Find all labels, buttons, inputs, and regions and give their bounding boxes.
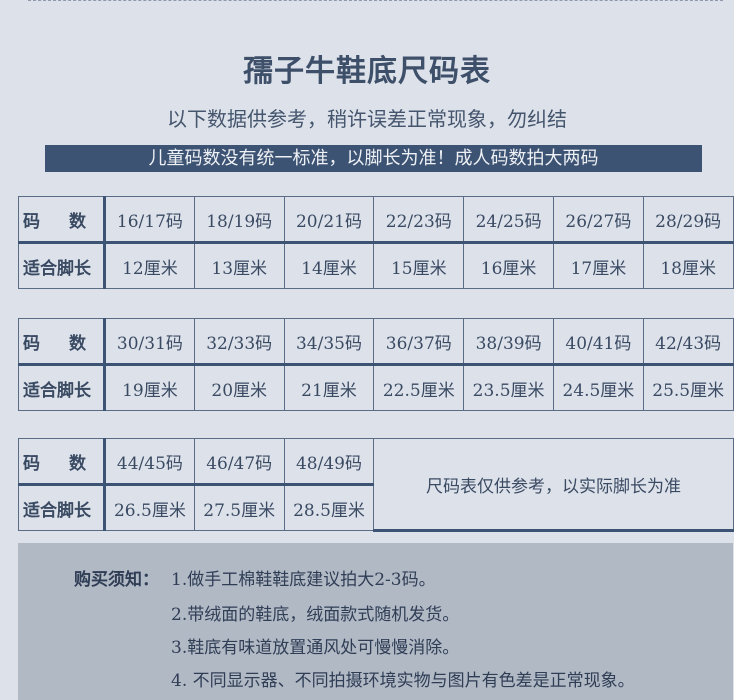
size-cell: 44/45码: [104, 438, 195, 486]
notice-banner: 儿童码数没有统一标准，以脚长为准！成人码数拍大两码: [45, 145, 702, 172]
foot-length-cell: 24.5厘米: [552, 364, 644, 411]
foot-length-cell: 25.5厘米: [642, 364, 734, 411]
size-cell: 32/33码: [193, 318, 285, 366]
size-row: 码数 16/17码 18/19码 20/21码 22/23码 24/25码 26/27码 28…: [18, 196, 734, 244]
note-item: 4. 不同显示器、不同拍摄环境实物与图片有色差是正常现象。: [171, 671, 635, 691]
foot-length-cell: 13厘米: [193, 242, 285, 289]
dashed-divider: [28, 0, 723, 1]
foot-length-cell: 21厘米: [283, 364, 375, 411]
notes-heading: 购买须知：: [74, 570, 159, 590]
size-label: 码数: [18, 318, 106, 366]
foot-length-cell: 17厘米: [552, 242, 644, 289]
foot-length-row: 适合脚长 26.5厘米 27.5厘米 28.5厘米: [18, 484, 734, 531]
size-cell: 36/37码: [373, 318, 465, 366]
size-cell: 16/17码: [104, 196, 195, 244]
label-part: 数: [69, 333, 86, 354]
foot-length-cell: 19厘米: [104, 364, 195, 411]
foot-length-label: 适合脚长: [18, 484, 106, 531]
note-item: 3.鞋底有味道放置通风处可慢慢消除。: [171, 638, 460, 658]
foot-length-cell: 26.5厘米: [104, 484, 195, 531]
size-cell: 26/27码: [552, 196, 644, 244]
label-part: 码: [23, 453, 40, 474]
label-part: 数: [69, 211, 86, 232]
size-row: 码数 30/31码 32/33码 34/35码 36/37码 38/39码 40/41码 42…: [18, 318, 734, 366]
foot-length-label: 适合脚长: [18, 364, 106, 411]
foot-length-cell: 18厘米: [642, 242, 734, 289]
foot-length-row: 适合脚长 19厘米 20厘米 21厘米 22.5厘米 23.5厘米 24.5厘米 25.5厘米: [18, 364, 734, 411]
page-title: 孺子牛鞋底尺码表: [243, 54, 491, 89]
foot-length-cell: 16厘米: [463, 242, 554, 289]
size-cell: 46/47码: [193, 438, 285, 486]
note-item: 2.带绒面的鞋底，绒面款式随机发货。: [171, 605, 460, 625]
label-part: 数: [69, 453, 86, 474]
size-cell: 48/49码: [283, 438, 375, 486]
size-cell: 22/23码: [373, 196, 465, 244]
foot-length-cell: 14厘米: [283, 242, 375, 289]
size-label: 码数: [18, 196, 106, 244]
label-part: 码: [23, 333, 40, 354]
foot-length-cell: 23.5厘米: [463, 364, 554, 411]
reference-note: 尺码表仅供参考，以实际脚长为准: [373, 438, 734, 532]
foot-length-cell: 20厘米: [193, 364, 285, 411]
foot-length-label: 适合脚长: [18, 242, 106, 289]
size-cell: 18/19码: [193, 196, 285, 244]
foot-length-row: 适合脚长 12厘米 13厘米 14厘米 15厘米 16厘米 17厘米 18厘米: [18, 242, 734, 289]
size-table-3: 码数 44/45码 46/47码 48/49码 尺码表仅供参考，以实际脚长为准 适合脚长 2…: [18, 438, 734, 532]
size-table-2: 码数 30/31码 32/33码 34/35码 36/37码 38/39码 40/41码 42…: [18, 318, 734, 411]
size-cell: 42/43码: [642, 318, 734, 366]
foot-length-cell: 22.5厘米: [373, 364, 465, 411]
size-cell: 34/35码: [283, 318, 375, 366]
note-item: 1.做手工棉鞋鞋底建议拍大2-3码。: [171, 570, 436, 590]
size-cell: 28/29码: [642, 196, 734, 244]
subtitle: 以下数据供参考，稍许误差正常现象，勿纠结: [167, 107, 567, 131]
label-part: 码: [23, 211, 40, 232]
purchase-notes: 购买须知： 1.做手工棉鞋鞋底建议拍大2-3码。 2.带绒面的鞋底，绒面款式随机…: [18, 543, 733, 700]
foot-length-cell: 15厘米: [373, 242, 465, 289]
size-cell: 24/25码: [463, 196, 554, 244]
size-cell: 40/41码: [552, 318, 644, 366]
foot-length-cell: 28.5厘米: [283, 484, 375, 531]
size-table-1: 码数 16/17码 18/19码 20/21码 22/23码 24/25码 26/27码 28…: [18, 196, 734, 289]
foot-length-cell: 12厘米: [104, 242, 195, 289]
size-cell: 30/31码: [104, 318, 195, 366]
size-cell: 38/39码: [463, 318, 554, 366]
size-cell: 20/21码: [283, 196, 375, 244]
foot-length-cell: 27.5厘米: [193, 484, 285, 531]
size-row: 码数 44/45码 46/47码 48/49码 尺码表仅供参考，以实际脚长为准: [18, 438, 734, 532]
size-label: 码数: [18, 438, 106, 486]
